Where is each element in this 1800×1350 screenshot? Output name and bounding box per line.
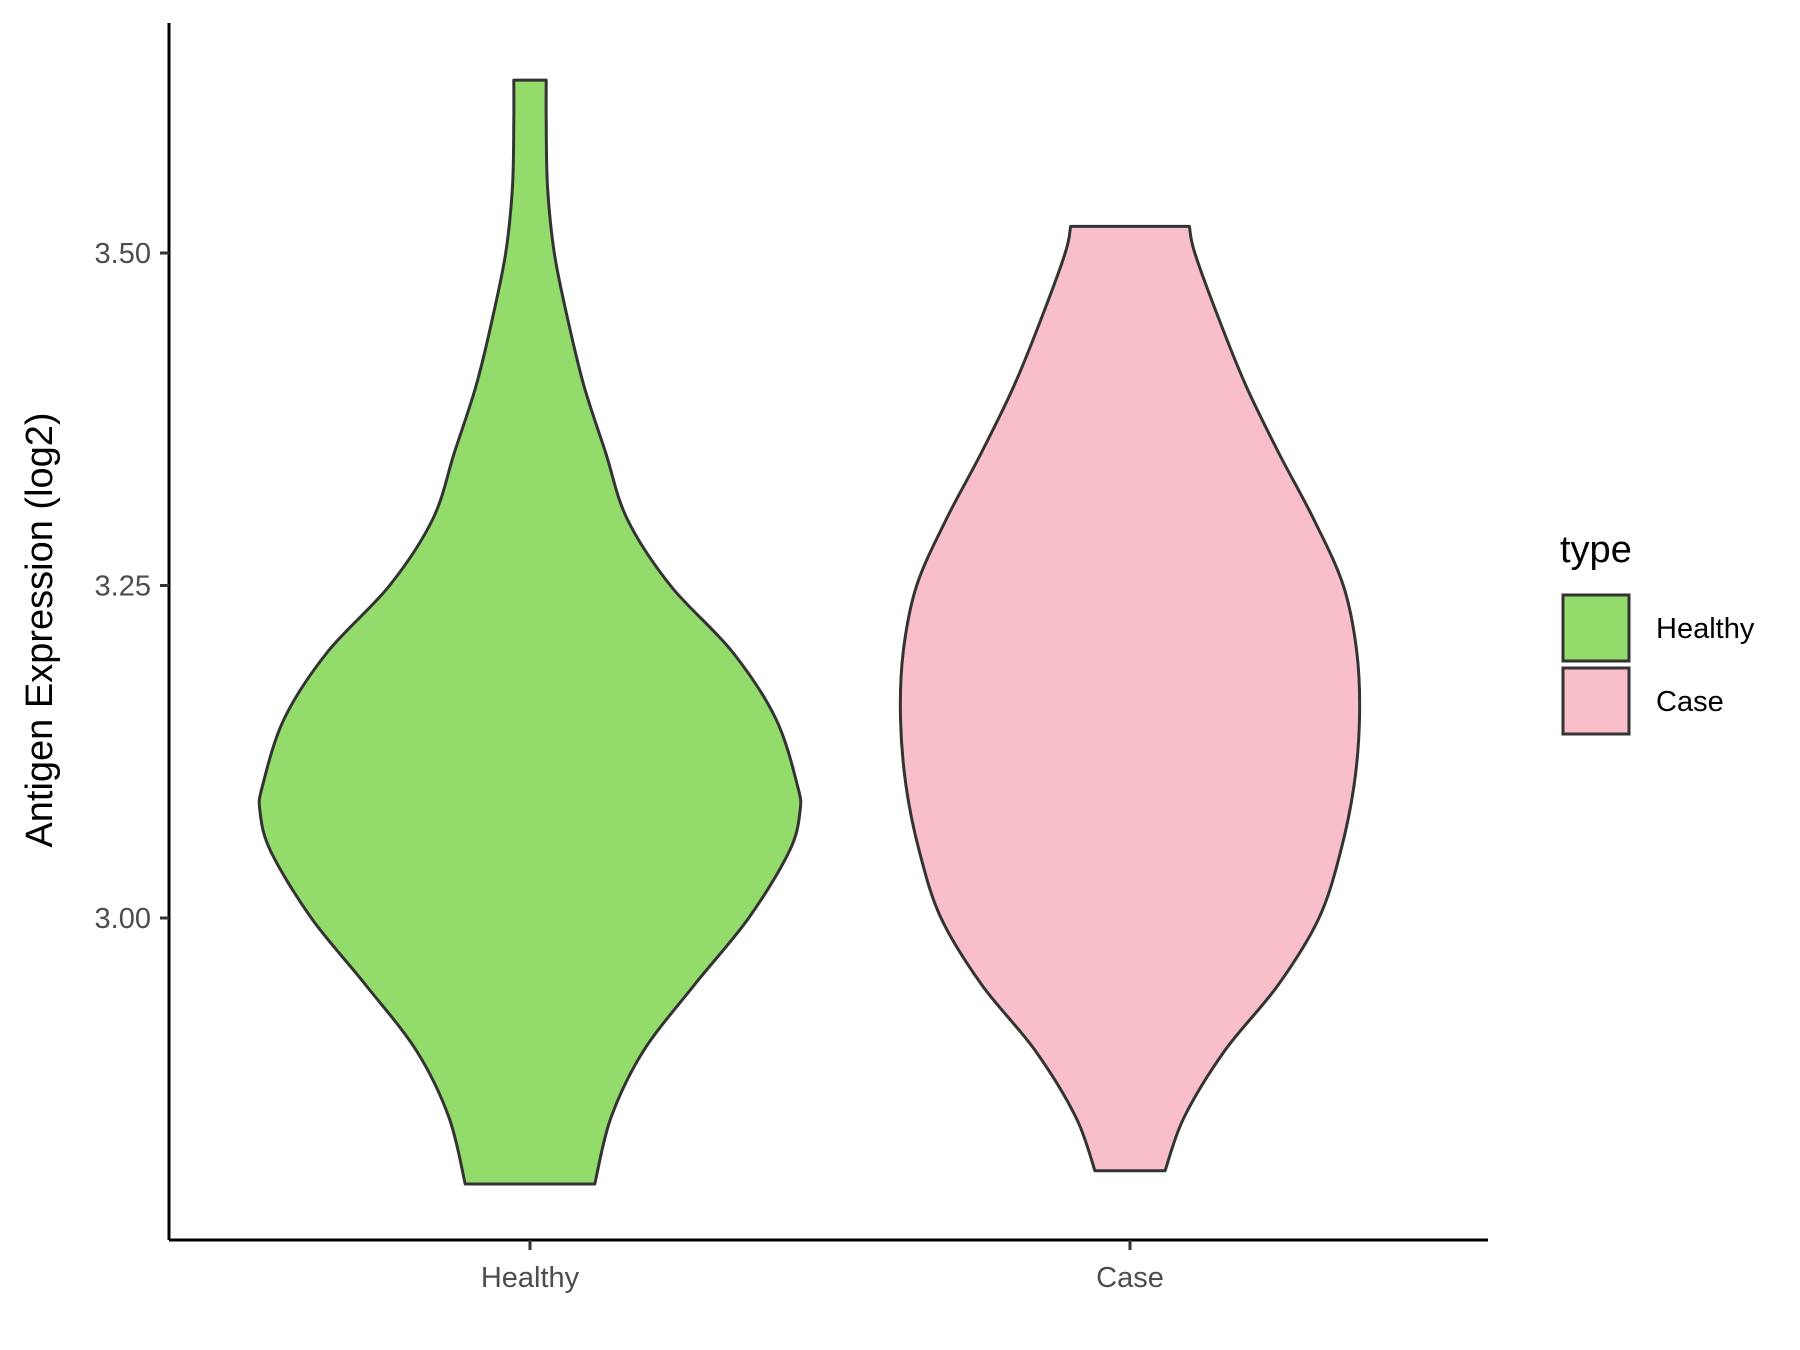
y-tick-label: 3.25 (95, 571, 151, 603)
x-tick-label: Case (1096, 1262, 1164, 1294)
legend-swatch-case (1561, 666, 1631, 736)
axes-layer (167, 23, 1488, 1242)
legend-title: type (1560, 529, 1632, 571)
legend-items: Healthy Case (1561, 593, 1755, 736)
x-ticks-layer: Healthy Case (481, 1240, 1164, 1294)
y-axis-title: Antigen Expression (log2) (19, 412, 61, 847)
legend: type Healthy Case (1560, 529, 1755, 736)
x-tick-label: Healthy (481, 1262, 580, 1294)
violin-case (898, 224, 1362, 1173)
violin-healthy (257, 78, 803, 1186)
legend-swatch-healthy (1561, 593, 1631, 663)
y-tick-label: 3.50 (95, 238, 151, 270)
y-ticks-layer: 3.00 3.25 3.50 (95, 238, 169, 935)
legend-label-healthy: Healthy (1656, 613, 1755, 645)
y-tick-label: 3.00 (95, 903, 151, 935)
legend-label-case: Case (1656, 686, 1724, 718)
violins-layer (257, 78, 1362, 1186)
